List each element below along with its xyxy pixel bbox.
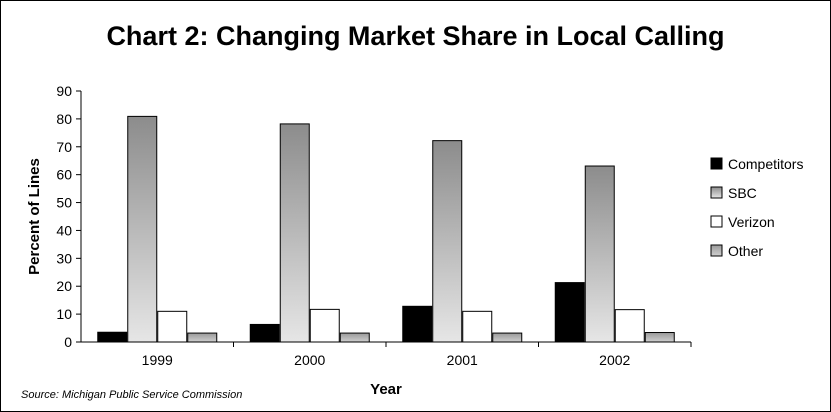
bar-verizon-1999 — [157, 310, 188, 343]
bar-verizon-2002 — [614, 309, 645, 343]
bar-sbc-2002 — [584, 165, 615, 343]
legend-label-sbc: SBC — [728, 185, 757, 201]
legend-swatch-other — [710, 244, 723, 257]
bar-competitors-1999 — [97, 331, 128, 343]
x-tick-label: 1999 — [142, 352, 173, 368]
x-tick-label: 2002 — [599, 352, 630, 368]
bar-sbc-2001 — [432, 140, 463, 343]
y-tick-label: 60 — [56, 167, 72, 183]
bar-sbc-2000 — [279, 123, 310, 343]
legend-label-competitors: Competitors — [728, 156, 803, 172]
legend-label-other: Other — [728, 243, 763, 259]
chart-title: Chart 2: Changing Market Share in Local … — [106, 21, 725, 51]
y-tick-label: 0 — [64, 334, 72, 350]
y-tick-label: 90 — [56, 83, 72, 99]
y-tick-label: 30 — [56, 250, 72, 266]
legend-swatch-verizon — [710, 215, 723, 228]
x-axis-title: Year — [370, 381, 402, 398]
source-note: Source: Michigan Public Service Commissi… — [21, 389, 243, 401]
legend-swatch-competitors — [710, 157, 723, 170]
y-axis-title: Percent of Lines — [26, 158, 43, 275]
y-tick-label: 50 — [56, 195, 72, 211]
bar-other-2002 — [644, 332, 675, 343]
bar-sbc-1999 — [127, 115, 158, 343]
x-tick-label: 2001 — [447, 352, 478, 368]
y-tick-label: 20 — [56, 278, 72, 294]
bar-other-1999 — [187, 332, 218, 343]
legend-label-verizon: Verizon — [728, 214, 775, 230]
bar-other-2001 — [492, 332, 523, 343]
bar-verizon-2000 — [309, 308, 340, 343]
x-tick-label: 2000 — [294, 352, 325, 368]
bar-competitors-2001 — [402, 305, 433, 343]
legend-swatch-sbc — [710, 186, 723, 199]
y-tick-label: 10 — [56, 306, 72, 322]
bar-competitors-2002 — [554, 282, 585, 343]
y-tick-label: 70 — [56, 139, 72, 155]
bar-verizon-2001 — [462, 310, 493, 343]
bar-other-2000 — [339, 332, 370, 343]
y-tick-label: 40 — [56, 222, 72, 238]
y-tick-label: 80 — [56, 111, 72, 127]
bar-competitors-2000 — [249, 323, 280, 343]
